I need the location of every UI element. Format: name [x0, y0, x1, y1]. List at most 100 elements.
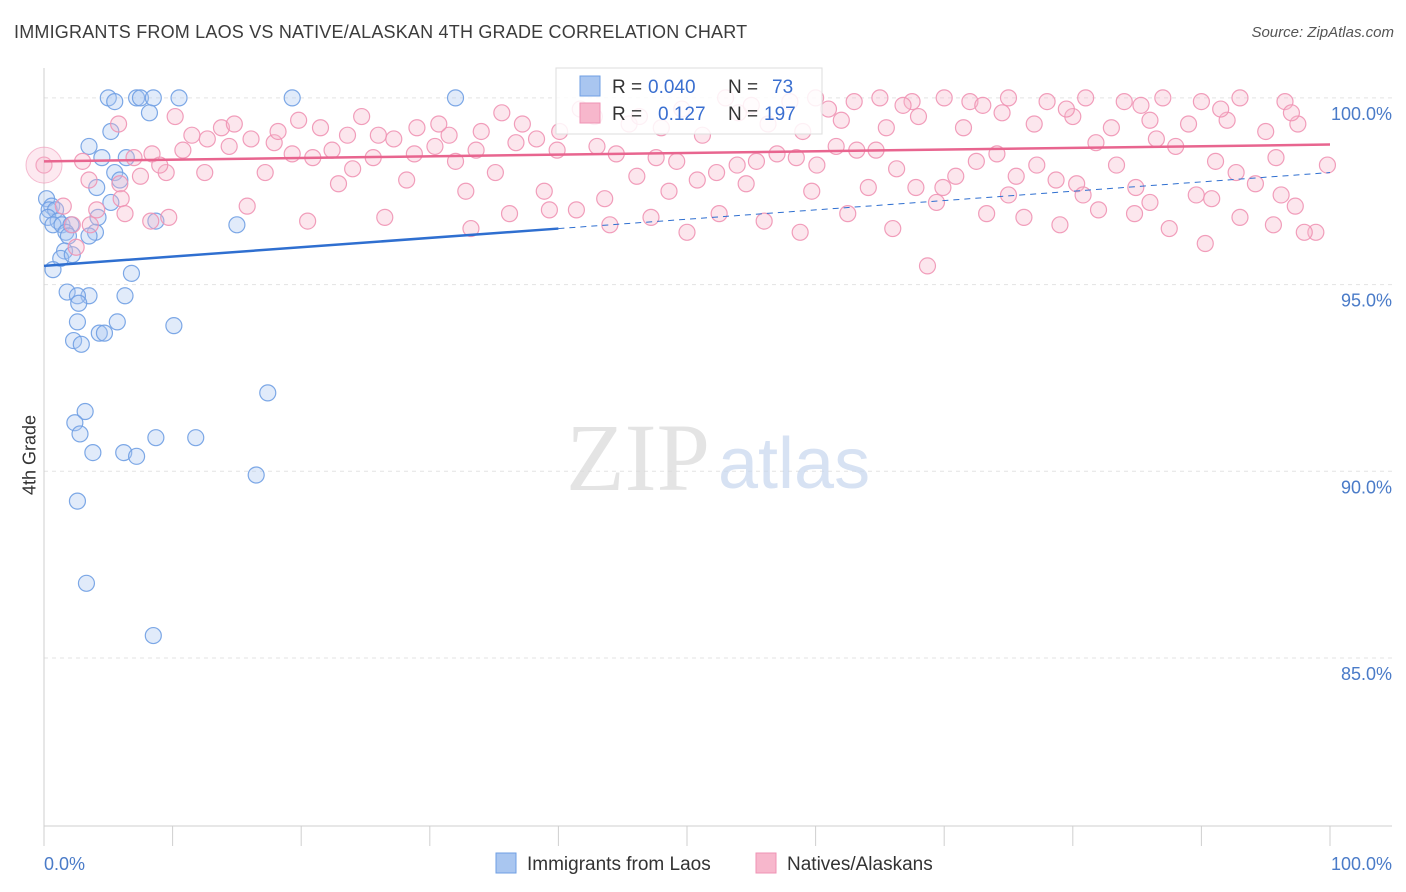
point-natives [265, 134, 283, 152]
point-natives [907, 178, 925, 197]
point-natives [174, 141, 192, 159]
point-laos [102, 193, 120, 212]
point-natives [1028, 156, 1046, 174]
y-tick-label: 95.0% [1341, 291, 1392, 311]
point-natives [220, 137, 238, 156]
point-laos [72, 335, 90, 353]
point-laos [70, 294, 88, 312]
point-natives [311, 119, 330, 137]
point-natives [299, 212, 317, 230]
point-natives [1272, 186, 1290, 204]
point-natives [1115, 93, 1133, 111]
point-natives [109, 115, 128, 133]
point-natives [238, 197, 256, 215]
point-laos [58, 283, 76, 301]
point-natives [877, 119, 895, 137]
legend-swatch-laos[interactable] [495, 852, 517, 874]
point-natives [166, 107, 184, 126]
point-natives [947, 167, 965, 185]
point-natives [500, 205, 519, 223]
point-natives [112, 190, 130, 208]
point-natives [791, 223, 809, 241]
point-natives [513, 115, 531, 133]
point-laos [170, 89, 188, 107]
legend-label-natives[interactable]: Natives/Alaskans [787, 854, 933, 875]
point-natives [80, 171, 98, 189]
point-natives [567, 201, 586, 219]
point-laos [76, 402, 94, 421]
watermark-zip: ZIP [566, 404, 710, 511]
point-natives [1141, 111, 1159, 129]
point-natives [601, 216, 619, 234]
point-natives [198, 130, 216, 148]
point-laos [66, 414, 84, 432]
chart-title: IMMIGRANTS FROM LAOS VS NATIVE/ALASKAN 4… [14, 22, 748, 42]
point-natives [1231, 89, 1249, 107]
point-laos [44, 216, 62, 234]
point-natives [1295, 223, 1313, 241]
x-tick-label: 100.0% [1331, 854, 1392, 874]
point-natives [1025, 115, 1043, 133]
stats-n-label-laos: N = [728, 77, 758, 98]
point-laos [68, 313, 87, 331]
point-natives [588, 137, 606, 156]
point-natives [527, 130, 546, 148]
point-laos [116, 287, 134, 305]
y-tick-label: 85.0% [1341, 664, 1392, 684]
point-natives [1282, 104, 1301, 122]
stats-r-value-natives: 0.127 [658, 104, 706, 125]
point-natives [131, 167, 150, 185]
point-laos [283, 89, 301, 107]
point-natives-large [25, 146, 63, 184]
point-natives [808, 156, 826, 174]
point-natives [1125, 205, 1144, 223]
point-natives [125, 149, 143, 167]
point-laos [228, 216, 246, 234]
point-laos [90, 324, 108, 342]
stats-box: R = 0.040 N = 73 R = 0.127 N = 197 [555, 67, 823, 135]
point-natives [408, 119, 426, 137]
point-natives [183, 126, 201, 144]
point-natives [1160, 219, 1178, 238]
point-natives [660, 182, 678, 200]
point-natives [678, 223, 696, 241]
point-natives [430, 115, 448, 133]
point-natives [1154, 89, 1172, 107]
point-natives [1227, 163, 1245, 182]
legend-label-laos[interactable]: Immigrants from Laos [527, 854, 711, 875]
point-natives [369, 126, 387, 144]
point-natives [768, 145, 786, 163]
point-laos [127, 89, 146, 107]
legend-swatch-natives[interactable] [755, 852, 777, 874]
point-natives [918, 257, 937, 275]
x-tick-labels: 0.0% 100.0% [44, 854, 1392, 874]
point-natives [909, 107, 928, 126]
point-laos [68, 492, 87, 510]
stats-r-value-laos: 0.040 [648, 77, 696, 98]
point-natives [993, 104, 1011, 122]
legend: Immigrants from Laos Natives/Alaskans [495, 852, 933, 875]
y-tick-label: 100.0% [1331, 104, 1392, 124]
point-natives [1147, 130, 1165, 148]
point-natives [467, 141, 485, 159]
point-natives [954, 119, 973, 137]
stats-n-value-laos: 73 [772, 77, 793, 98]
point-natives [1089, 201, 1108, 219]
point-laos [111, 171, 129, 189]
point-laos [131, 89, 150, 107]
point-natives [196, 163, 214, 182]
watermark-atlas: atlas [718, 424, 870, 504]
point-natives [647, 149, 665, 167]
point-laos [127, 447, 146, 465]
point-laos [446, 89, 465, 107]
point-laos [147, 212, 165, 230]
point-natives [486, 163, 504, 182]
point-natives [54, 197, 72, 215]
point-natives [540, 201, 558, 219]
point-natives [978, 205, 996, 223]
point-laos [84, 444, 102, 462]
data-points [25, 89, 1337, 645]
point-natives [142, 212, 160, 230]
point-natives [888, 160, 906, 178]
point-natives [290, 111, 308, 129]
